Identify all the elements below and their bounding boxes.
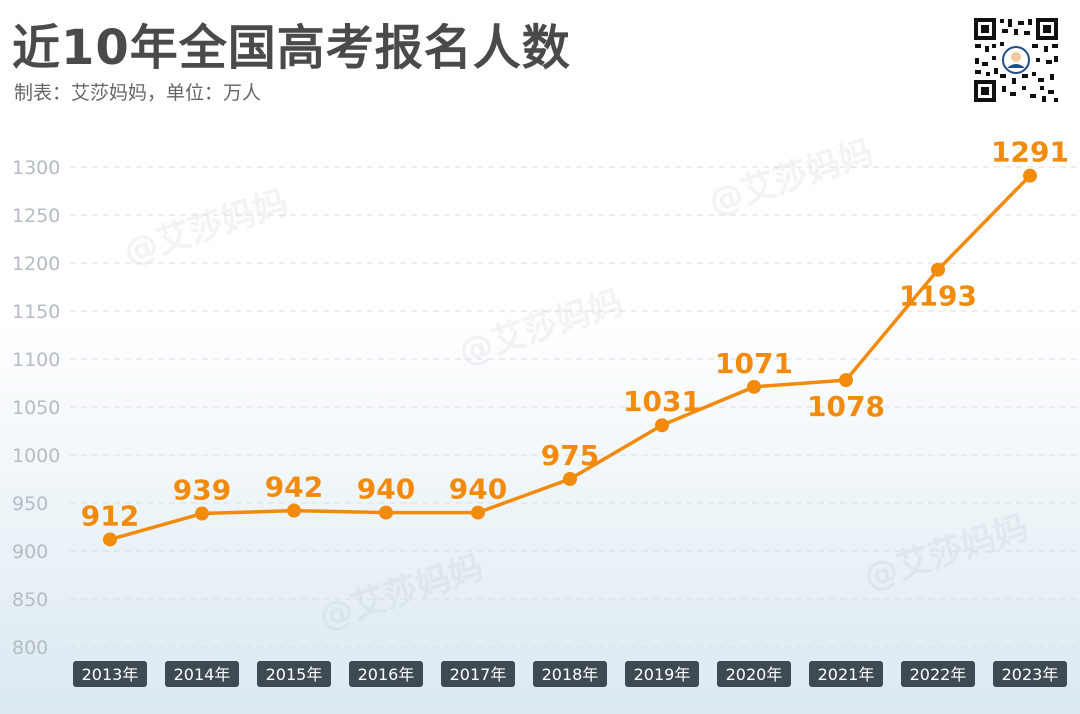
x-category-badge xyxy=(809,661,883,687)
data-label: 975 xyxy=(541,439,599,472)
data-label: 942 xyxy=(265,471,323,504)
x-tick-label: 2015年 xyxy=(266,665,323,684)
x-tick-label: 2014年 xyxy=(174,665,231,684)
data-label: 1078 xyxy=(807,390,885,423)
y-tick-label: 850 xyxy=(12,589,48,611)
y-tick-label: 1250 xyxy=(12,205,60,227)
x-category-badge xyxy=(993,661,1067,687)
data-label: 1031 xyxy=(623,385,701,418)
data-label: 1291 xyxy=(991,136,1069,169)
x-tick-label: 2022年 xyxy=(910,665,967,684)
data-label: 940 xyxy=(357,473,415,506)
x-category-badge xyxy=(441,661,515,687)
chart-title: 近10年全国高考报名人数 xyxy=(12,20,571,76)
y-tick-label: 900 xyxy=(12,541,48,563)
x-tick-label: 2016年 xyxy=(358,665,415,684)
data-point xyxy=(1023,168,1037,183)
y-tick-label: 1200 xyxy=(12,253,60,275)
data-point xyxy=(379,505,393,520)
qr-code-icon xyxy=(972,16,1060,104)
x-tick-label: 2023年 xyxy=(1002,665,1059,684)
data-label: 940 xyxy=(449,473,507,506)
data-label: 1193 xyxy=(899,280,977,313)
data-label: 912 xyxy=(81,499,139,532)
chart-subtitle: 制表：艾莎妈妈，单位：万人 xyxy=(14,82,262,104)
data-point xyxy=(839,373,853,388)
data-point xyxy=(103,532,117,547)
data-point xyxy=(655,418,669,433)
data-label: 1071 xyxy=(715,347,793,380)
x-category-badge xyxy=(625,661,699,687)
x-category-badge xyxy=(533,661,607,687)
x-tick-label: 2018年 xyxy=(542,665,599,684)
y-tick-label: 1300 xyxy=(12,157,60,179)
x-tick-label: 2013年 xyxy=(82,665,139,684)
data-point xyxy=(747,379,761,394)
data-point xyxy=(931,262,945,277)
x-category-badge xyxy=(257,661,331,687)
data-label: 939 xyxy=(173,474,231,507)
y-tick-label: 1050 xyxy=(12,397,60,419)
x-tick-label: 2021年 xyxy=(818,665,875,684)
data-point xyxy=(287,503,301,518)
data-point xyxy=(471,505,485,520)
x-tick-label: 2019年 xyxy=(634,665,691,684)
x-category-badge xyxy=(165,661,239,687)
data-point xyxy=(195,506,209,521)
x-tick-label: 2017年 xyxy=(450,665,507,684)
x-category-badge xyxy=(717,661,791,687)
y-tick-label: 1100 xyxy=(12,349,60,371)
x-category-badge xyxy=(73,661,147,687)
y-tick-label: 800 xyxy=(12,637,48,659)
y-tick-label: 1000 xyxy=(12,445,60,467)
x-category-badge xyxy=(901,661,975,687)
x-category-badge xyxy=(349,661,423,687)
y-tick-label: 1150 xyxy=(12,301,60,323)
x-tick-label: 2020年 xyxy=(726,665,783,684)
data-point xyxy=(563,472,577,486)
y-tick-label: 950 xyxy=(12,493,48,515)
